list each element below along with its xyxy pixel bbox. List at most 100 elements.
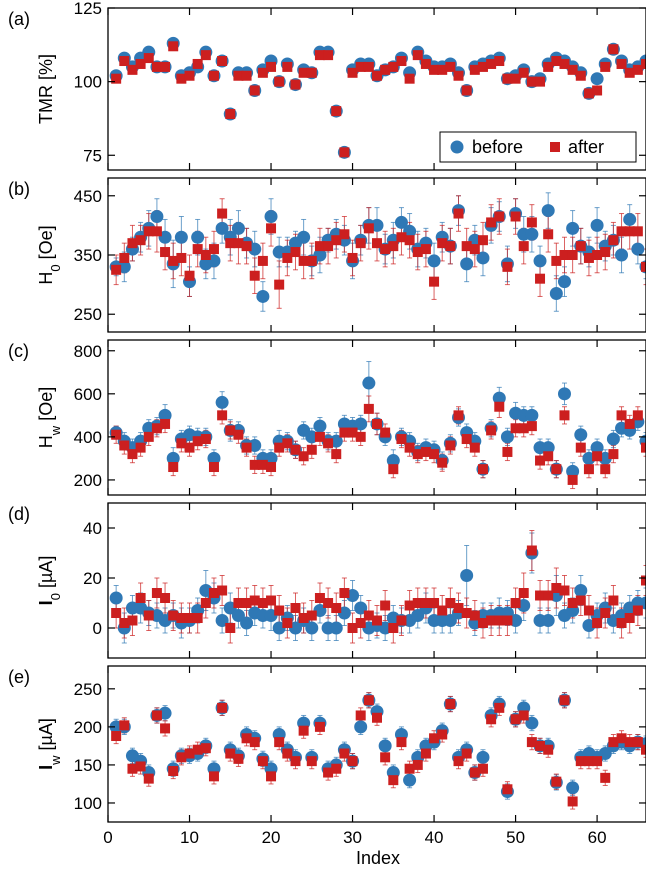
data-point-after [160,247,171,258]
data-point-after [551,464,562,475]
legend-label-after: after [568,137,604,157]
data-point-after [641,442,646,453]
data-point-after [331,763,342,774]
x-tick-label: 40 [425,828,444,847]
data-point-after [233,238,244,249]
data-point-before [354,720,368,734]
data-point-before [215,221,229,235]
y-axis-label: Iw [µA] [36,718,63,770]
data-point-after [331,603,342,613]
data-point-after [274,737,285,748]
data-point-before [574,428,588,442]
data-point-after [200,50,211,61]
data-point-after [282,61,293,72]
data-point-after [347,252,358,263]
data-point-after [592,250,603,260]
data-point-after [257,756,268,767]
data-point-after [559,410,570,421]
y-tick-label: 250 [74,305,102,324]
data-point-after [111,429,122,440]
data-point-after [510,73,521,84]
data-point-after [502,446,513,457]
data-point-after [127,64,138,75]
data-point-after [616,226,627,237]
x-tick-label: 10 [180,828,199,847]
data-point-before [500,430,514,444]
data-point-after [502,261,513,272]
y-axis-label: TMR [%] [36,54,56,124]
data-point-after [184,270,195,281]
data-point-after [274,279,285,290]
data-point-before [240,616,254,630]
data-point-after [200,434,211,445]
data-point-after [282,438,293,449]
data-point-after [575,756,586,767]
data-point-before [615,248,629,262]
data-point-after [445,440,456,451]
data-point-before [329,621,343,635]
y-tick-label: 40 [83,519,102,538]
data-point-after [445,61,456,72]
y-tick-label: 100 [74,794,102,813]
data-point-after [445,598,456,608]
data-point-after [396,737,407,748]
y-tick-label: 350 [74,246,102,265]
data-point-after [396,56,407,67]
panel-label: (e) [8,667,30,687]
data-point-after [372,418,382,429]
data-point-after [380,427,391,438]
data-point-after [404,442,415,453]
data-point-after [192,244,203,255]
data-point-after [380,752,391,763]
data-point-after [518,710,529,721]
x-tick-label: 60 [588,828,607,847]
data-point-before [557,387,571,401]
axis-frame [107,7,646,171]
data-point-after [192,436,203,447]
data-point-after [266,61,277,72]
data-point-before [305,621,319,635]
data-point-after [184,70,195,81]
data-point-before [566,221,580,235]
data-point-after [592,756,603,767]
data-point-after [469,767,480,778]
data-point-after [233,753,244,764]
data-point-after [461,434,472,445]
data-point-after [518,241,529,252]
data-point-before [574,584,588,597]
data-point-after [616,618,627,628]
data-point-after [298,451,309,462]
data-point-before [362,376,376,390]
data-point-after [526,737,537,748]
data-point-after [543,744,554,755]
x-tick-label: 0 [103,828,112,847]
data-point-after [372,712,382,723]
data-point-before [158,408,172,422]
x-tick-label: 20 [262,828,281,847]
data-point-before [109,591,123,605]
data-point-after [257,598,268,608]
data-point-after [567,598,578,608]
data-point-before [313,419,327,433]
data-point-after [404,600,415,611]
data-point-before [297,230,311,244]
data-point-after [111,608,122,618]
data-point-after [217,410,228,421]
data-point-after [543,61,554,72]
axis-frame [107,665,646,823]
data-point-after [323,767,334,778]
data-point-after [486,425,497,436]
data-point-after [592,451,603,462]
data-point-after [176,438,187,449]
data-point-after [282,618,293,628]
data-point-after [575,70,586,81]
panel-3: 0 20 40 (d) I0 [µA] [8,502,646,659]
data-point-after [241,70,252,81]
panel-4: 100 150 200 250 0 10 20 30 40 50 60 (e) Iw [µA] [8,665,646,847]
data-point-after [135,761,146,772]
data-point-after [502,73,513,84]
data-point-after [632,226,643,237]
data-point-after [143,53,154,64]
data-point-before [476,750,490,764]
data-point-after [486,714,497,725]
